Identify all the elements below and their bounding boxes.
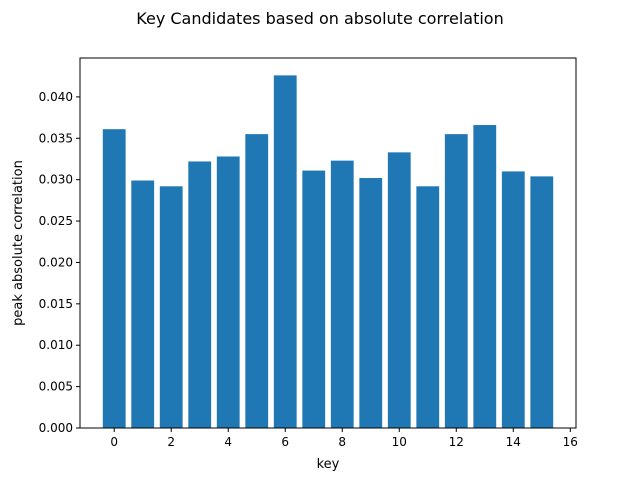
bar-key-7	[302, 170, 326, 429]
bar-key-3	[188, 161, 212, 428]
bar-key-12	[444, 134, 468, 428]
plot-frame	[79, 57, 577, 429]
y-tick-label: 0.040	[39, 90, 73, 104]
bars-group	[102, 75, 554, 429]
x-tick-label: 10	[392, 435, 407, 449]
y-tick-label: 0.030	[39, 173, 73, 187]
y-tick-label: 0.010	[39, 338, 73, 352]
x-tick-label: 16	[563, 435, 578, 449]
bar-key-14	[501, 171, 525, 428]
y-axis-label: peak absolute correlation	[11, 160, 26, 326]
x-tick-label: 14	[506, 435, 521, 449]
x-tick-label: 12	[449, 435, 464, 449]
bar-key-1	[131, 180, 155, 428]
bar-key-5	[245, 134, 269, 428]
bar-key-0	[102, 129, 126, 429]
bar-key-4	[216, 156, 240, 429]
y-tick-label: 0.015	[39, 297, 73, 311]
bar-key-9	[359, 178, 383, 428]
bar-key-10	[387, 152, 411, 428]
x-tick-label: 2	[167, 435, 175, 449]
y-ticks-group: 0.000 0.005 0.010 0.015 0.020 0.025 0.030 0.035…	[39, 90, 80, 435]
x-axis-label: key	[317, 457, 340, 472]
y-tick-label: 0.020	[39, 255, 73, 269]
x-tick-label: 0	[110, 435, 118, 449]
bar-key-13	[473, 125, 497, 428]
bar-key-15	[530, 176, 554, 428]
x-ticks-group: 0 2 4 6 8 10 12 14 16	[110, 428, 578, 449]
bar-key-11	[416, 186, 440, 428]
x-tick-label: 6	[281, 435, 289, 449]
chart-title: Key Candidates based on absolute correla…	[136, 9, 503, 28]
y-tick-label: 0.035	[39, 131, 73, 145]
y-tick-label: 0.025	[39, 214, 73, 228]
bar-key-8	[330, 160, 354, 428]
y-tick-label: 0.000	[39, 421, 73, 435]
y-tick-label: 0.005	[39, 380, 73, 394]
bar-key-6	[273, 75, 297, 428]
bar-key-2	[159, 186, 183, 428]
x-tick-label: 4	[224, 435, 232, 449]
x-tick-label: 8	[338, 435, 346, 449]
